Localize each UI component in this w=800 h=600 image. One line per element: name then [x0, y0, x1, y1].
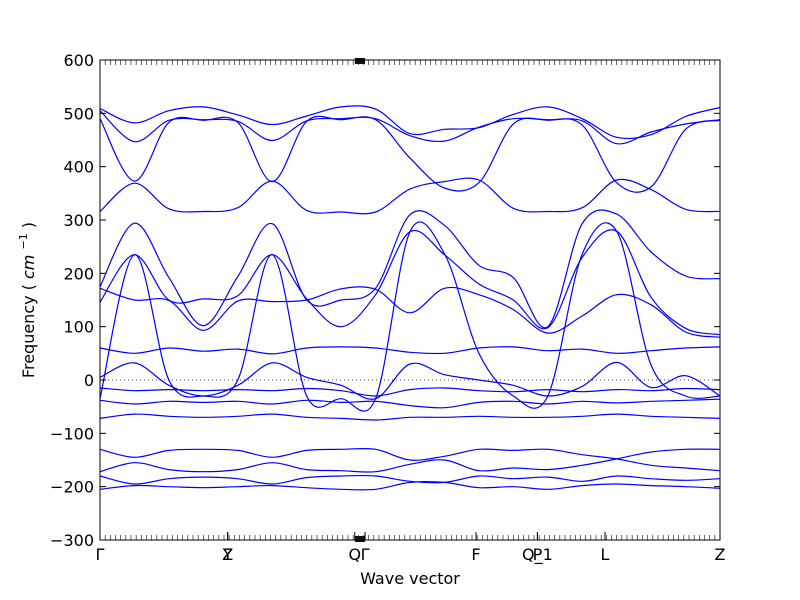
- x-tick-label: Γ: [361, 545, 370, 564]
- y-axis-title-exp: −1: [17, 233, 30, 249]
- y-axis-title: Frequency ( cm −1 ): [12, 222, 38, 378]
- band-line-12: [99, 398, 721, 409]
- y-tick-label: 500: [63, 104, 94, 123]
- x-tick-label: F: [471, 545, 480, 564]
- x-tick-label: P: [533, 545, 543, 564]
- y-tick-label: 0: [84, 371, 94, 390]
- x-tick-label: Y: [222, 545, 233, 564]
- y-tick-label: −100: [50, 424, 94, 443]
- y-axis-title-unit: cm: [19, 255, 38, 279]
- x-tick-cluster-bottom: [354, 536, 366, 542]
- band-line-4: [99, 177, 721, 215]
- band-line-16: [99, 474, 721, 485]
- y-tick-labels: 600 500 400 300 200 100 0 −100 −200 −300: [50, 51, 94, 550]
- y-tick-label: −200: [50, 478, 94, 497]
- band-line-1: [99, 105, 721, 140]
- band-line-8: [99, 346, 721, 355]
- band-lines: [99, 105, 721, 491]
- y-tick-label: 600: [63, 51, 94, 70]
- band-line-9: [99, 221, 721, 412]
- x-tick-label: Γ: [96, 545, 105, 564]
- x-tick-label: L: [601, 545, 610, 564]
- x-tick-label: Q_1: [522, 545, 553, 565]
- x-tick-label: Q: [349, 545, 362, 564]
- x-tick-labels: Γ YZ Q Γ F PQ_1 L Z: [96, 545, 726, 565]
- x-tick-label: Z: [715, 545, 726, 564]
- band-line-10: [99, 361, 721, 400]
- x-tick-label: Z: [222, 545, 233, 564]
- band-line-15: [99, 448, 721, 473]
- band-line-7: [99, 286, 721, 338]
- y-tick-label: 300: [63, 211, 94, 230]
- y-tick-label: 400: [63, 158, 94, 177]
- axes-frame: [99, 59, 721, 541]
- x-tick-cluster-top: [354, 58, 366, 64]
- band-line-11: [99, 387, 721, 397]
- band-line-2: [99, 110, 721, 145]
- y-axis-title-text: Frequency: [19, 295, 38, 378]
- band-line-3: [99, 115, 721, 193]
- y-axis-title-close: ): [19, 222, 38, 228]
- band-line-17: [99, 481, 721, 491]
- band-line-5: [99, 209, 721, 329]
- y-tick-label: 100: [63, 318, 94, 337]
- y-tick-label: 200: [63, 264, 94, 283]
- y-tick-label: −300: [50, 531, 94, 550]
- y-axis-title-open: (: [19, 284, 38, 290]
- band-line-13: [99, 413, 721, 421]
- x-axis-title: Wave vector: [360, 569, 460, 588]
